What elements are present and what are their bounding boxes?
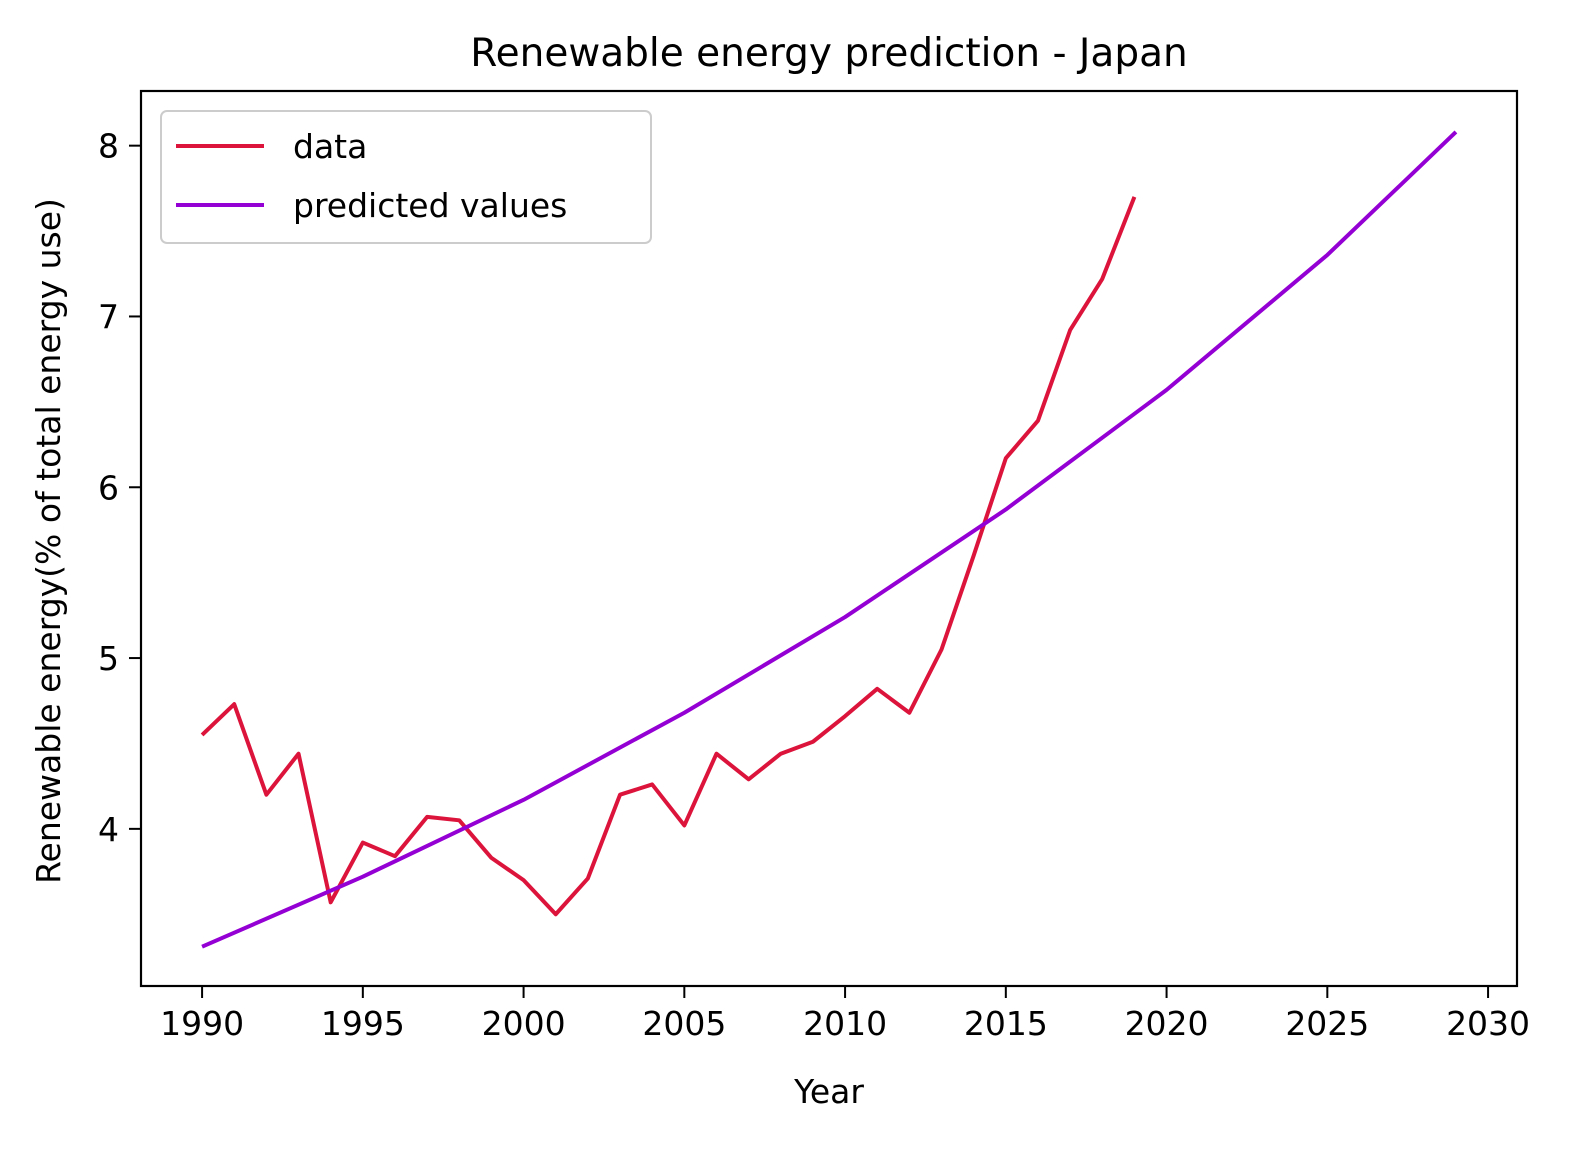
x-tick-label: 2010	[803, 1004, 887, 1043]
y-axis-ticks: 4 5 6 7 8	[98, 127, 141, 849]
series-group	[200, 130, 1458, 949]
x-tick-label: 2015	[964, 1004, 1048, 1043]
x-tick-label: 2025	[1285, 1004, 1369, 1043]
chart-title: Renewable energy prediction - Japan	[470, 31, 1187, 76]
y-tick-label: 6	[98, 468, 119, 507]
series-line-data	[200, 196, 1137, 917]
legend-label-data: data	[293, 127, 367, 166]
x-tick-label: 1990	[160, 1004, 244, 1043]
series-line-predicted-values	[201, 130, 1458, 949]
y-tick-label: 4	[98, 810, 119, 849]
x-tick-label: 2000	[482, 1004, 566, 1043]
x-tick-label: 2020	[1125, 1004, 1209, 1043]
x-tick-label: 2030	[1446, 1004, 1530, 1043]
legend: data predicted values	[160, 110, 652, 244]
x-axis-ticks: 1990 1995 2000 2005 2010 2015 2020 2025 2030	[160, 986, 1530, 1043]
x-tick-label: 1995	[321, 1004, 405, 1043]
legend-box	[160, 110, 652, 244]
plot-area: 1990 1995 2000 2005 2010 2015 2020 2025 2030 4 5 6 7…	[98, 89, 1530, 1043]
y-tick-label: 5	[98, 639, 119, 678]
axes-frame	[139, 89, 1519, 988]
y-axis-label: Renewable energy(% of total energy use)	[29, 198, 68, 884]
x-axis-label: Year	[793, 1072, 864, 1111]
legend-label-predicted-values: predicted values	[293, 186, 567, 225]
x-tick-label: 2005	[642, 1004, 726, 1043]
y-tick-label: 7	[98, 297, 119, 336]
y-tick-label: 8	[98, 127, 119, 166]
